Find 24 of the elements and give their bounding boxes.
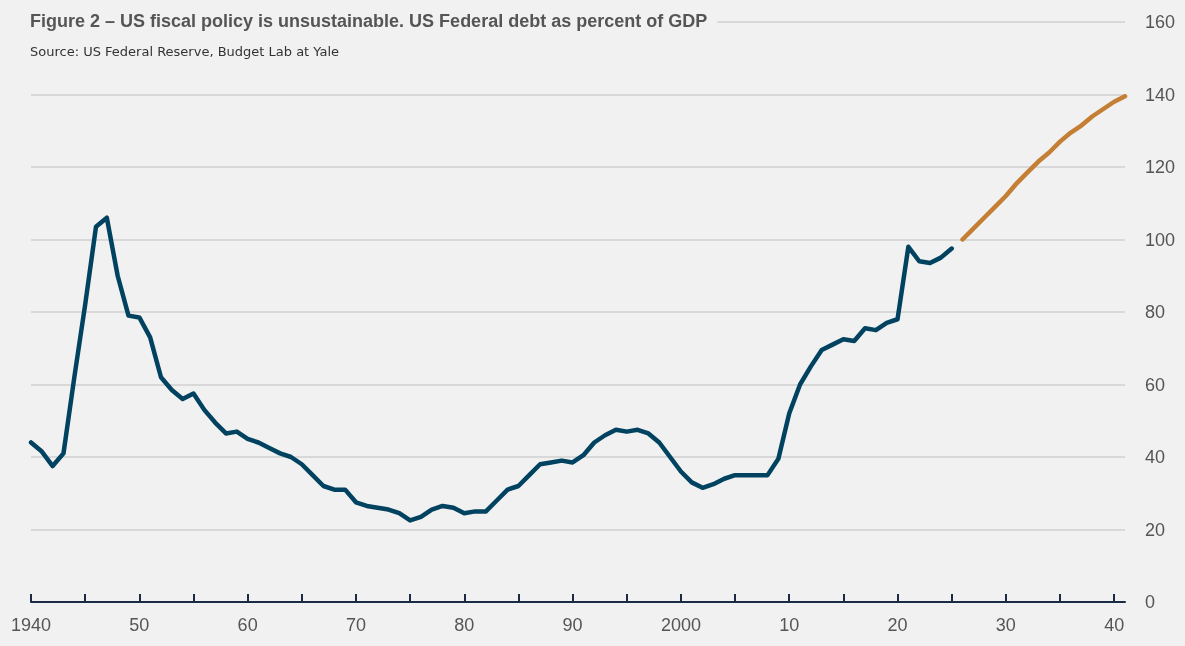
line-series — [960, 94, 1128, 242]
y-tick-label: 80 — [1145, 302, 1166, 322]
x-tick-label: 40 — [1104, 615, 1125, 635]
y-tick-label: 120 — [1145, 157, 1176, 177]
x-tick-label: 2000 — [660, 615, 701, 635]
x-tick-label: 10 — [779, 615, 800, 635]
x-tick-label: 60 — [237, 615, 258, 635]
x-tick-label: 1940 — [10, 615, 52, 635]
chart-title: Figure 2 – US fiscal policy is unsustainable. US Federal debt as percent of GDP — [30, 11, 708, 31]
y-tick-label: 140 — [1145, 84, 1176, 105]
x-tick-label: 20 — [887, 615, 908, 635]
x-tick-label: 90 — [562, 615, 583, 635]
x-tick-label: 80 — [454, 615, 475, 635]
y-tick-label: 0 — [1145, 592, 1156, 612]
y-tick-label: 20 — [1145, 519, 1166, 540]
x-tick-label: 70 — [345, 615, 366, 635]
text: Source: US Federal Reserve, Budget Lab at Yale — [30, 44, 340, 59]
x-tick-label: 30 — [995, 615, 1016, 635]
x-tick-label: 50 — [129, 615, 150, 635]
y-tick-label: 160 — [1145, 12, 1176, 32]
y-tick-label: 60 — [1145, 374, 1166, 395]
y-tick-label: 40 — [1145, 447, 1166, 467]
line-series — [28, 215, 954, 523]
y-tick-label: 100 — [1145, 229, 1176, 250]
